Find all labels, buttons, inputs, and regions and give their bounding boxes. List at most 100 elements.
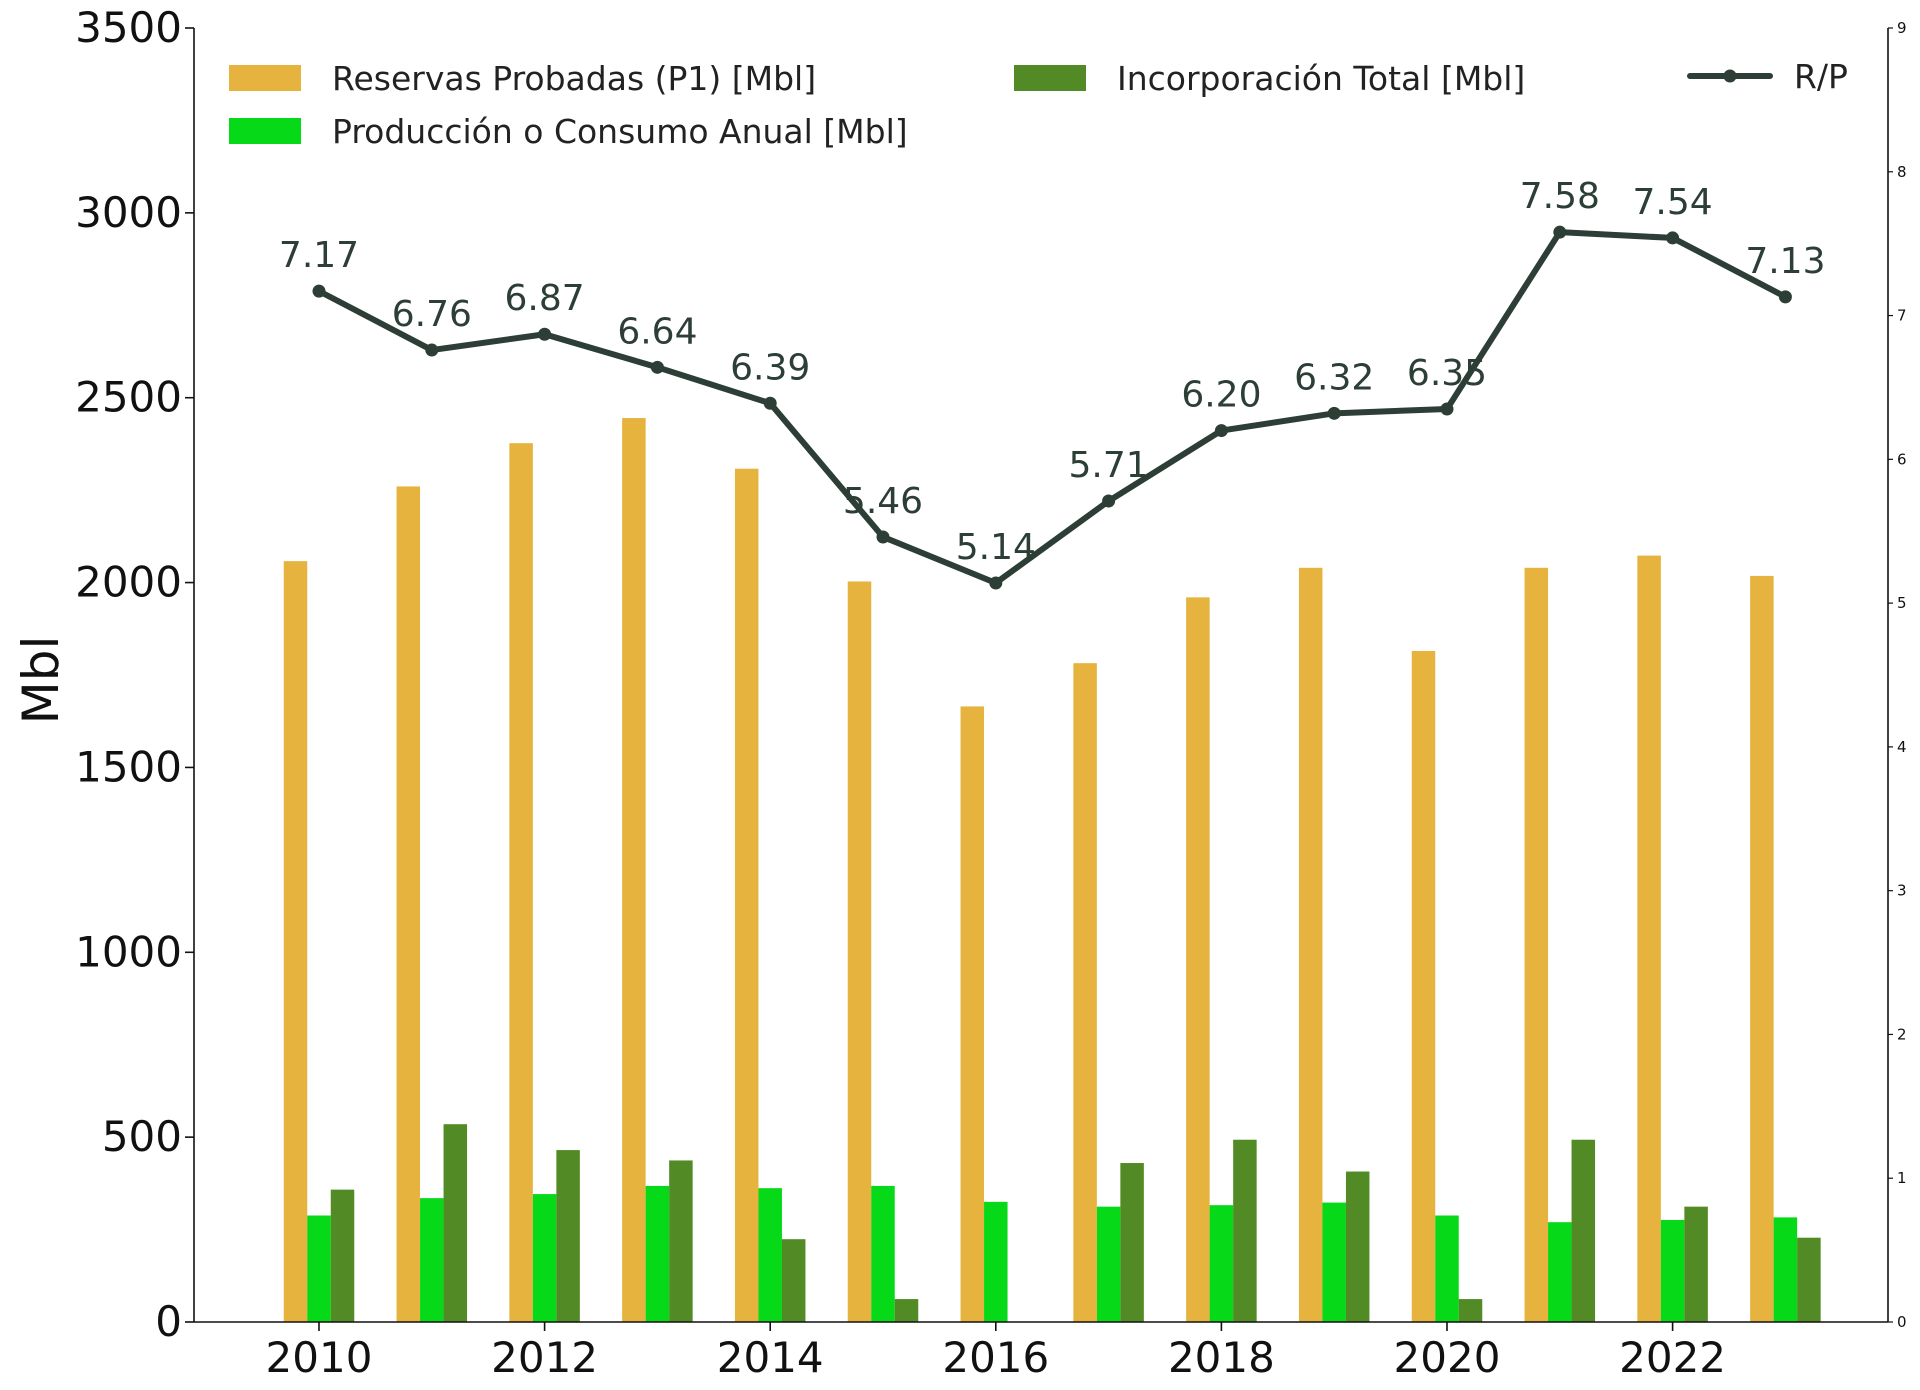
legend-swatch-1 bbox=[229, 118, 301, 144]
y-tick-label: 1500 bbox=[75, 742, 182, 791]
x-tick-label: 2018 bbox=[1168, 1333, 1275, 1382]
rp-point-2015 bbox=[876, 530, 890, 544]
bar-reservas-2017 bbox=[1073, 663, 1097, 1322]
bar-produccion-2013 bbox=[645, 1185, 670, 1322]
rp-point-2023 bbox=[1778, 290, 1792, 304]
y-tick-label: 2500 bbox=[75, 373, 182, 422]
rp-data-label-2020: 6.35 bbox=[1407, 353, 1487, 394]
bar-incorporacion-2019 bbox=[1345, 1171, 1370, 1322]
rp-line-layer: 7.17 6.76 6.87 6.64 6.39 5.46 5.14 5.71 6.20 6.32… bbox=[279, 176, 1825, 590]
y-tick-label: 3500 bbox=[75, 3, 182, 52]
bar-reservas-2023 bbox=[1750, 575, 1774, 1322]
bar-incorporacion-2018 bbox=[1233, 1139, 1257, 1322]
rp-data-label-2012: 6.87 bbox=[505, 278, 585, 319]
bar-reservas-2016 bbox=[960, 706, 985, 1322]
legend-swatch-0 bbox=[229, 65, 301, 91]
bar-produccion-2011 bbox=[420, 1198, 444, 1322]
bar-incorporacion-2011 bbox=[443, 1124, 468, 1322]
rp-data-label-2010: 7.17 bbox=[279, 235, 359, 276]
bar-incorporacion-2012 bbox=[556, 1150, 580, 1322]
rp-point-2011 bbox=[425, 343, 439, 357]
y2-tick-label: 0 bbox=[1897, 1313, 1907, 1331]
x-tick-label: 2012 bbox=[491, 1333, 598, 1382]
bar-produccion-2020 bbox=[1435, 1215, 1459, 1322]
bar-reservas-2015 bbox=[847, 581, 872, 1322]
bar-produccion-2023 bbox=[1773, 1217, 1798, 1322]
rp-line bbox=[316, 229, 1789, 586]
rp-point-2020 bbox=[1440, 402, 1454, 416]
bar-reservas-2022 bbox=[1637, 555, 1661, 1322]
bar-incorporacion-2021 bbox=[1571, 1139, 1596, 1322]
bar-produccion-2016 bbox=[984, 1201, 1008, 1322]
bar-produccion-2021 bbox=[1548, 1222, 1572, 1322]
x-tick-label: 2020 bbox=[1394, 1333, 1501, 1382]
bar-produccion-2015 bbox=[871, 1185, 895, 1322]
bar-produccion-2012 bbox=[532, 1194, 557, 1322]
y2-tick-label: 6 bbox=[1897, 450, 1907, 468]
rp-data-label-2018: 6.20 bbox=[1181, 375, 1261, 416]
rp-point-2014 bbox=[763, 396, 777, 410]
y-tick-label: 3000 bbox=[75, 188, 182, 237]
y-tick-label: 1000 bbox=[75, 927, 182, 976]
legend-label-0: Reservas Probadas (P1) [Mbl] bbox=[332, 59, 816, 98]
bar-reservas-2020 bbox=[1411, 650, 1436, 1322]
rp-point-2016 bbox=[989, 576, 1003, 590]
bar-produccion-2019 bbox=[1322, 1202, 1346, 1322]
rp-data-label-2021: 7.58 bbox=[1520, 176, 1600, 217]
bar-reservas-2018 bbox=[1186, 597, 1210, 1322]
legend-label-3: R/P bbox=[1794, 57, 1848, 96]
legend: Reservas Probadas (P1) [Mbl] Producción o… bbox=[229, 57, 1848, 151]
bar-incorporacion-2020 bbox=[1458, 1299, 1483, 1322]
rp-data-label-2023: 7.13 bbox=[1745, 241, 1825, 282]
bar-reservas-2014 bbox=[734, 468, 759, 1322]
axes-layer: 0 500 1000 1500 2000 2500 3000 3500 0 1 2 3 4 5 6 7 8 9 20… bbox=[75, 3, 1906, 1382]
bar-incorporacion-2023 bbox=[1797, 1237, 1821, 1322]
y-axis-label: Mbl bbox=[12, 636, 70, 725]
bar-reservas-2012 bbox=[509, 443, 533, 1322]
y2-tick-label: 3 bbox=[1897, 882, 1907, 900]
y2-tick-label: 9 bbox=[1897, 19, 1907, 37]
y2-tick-label: 2 bbox=[1897, 1025, 1907, 1043]
bar-incorporacion-2013 bbox=[669, 1160, 693, 1322]
x-tick-label: 2016 bbox=[942, 1333, 1049, 1382]
y2-tick-label: 8 bbox=[1897, 163, 1907, 181]
rp-point-2012 bbox=[538, 327, 552, 341]
bar-incorporacion-2022 bbox=[1684, 1206, 1708, 1322]
bar-reservas-2011 bbox=[396, 486, 421, 1323]
bar-produccion-2022 bbox=[1660, 1219, 1685, 1322]
y2-tick-label: 1 bbox=[1897, 1169, 1907, 1187]
legend-label-1: Producción o Consumo Anual [Mbl] bbox=[332, 112, 908, 151]
rp-point-2019 bbox=[1327, 406, 1341, 420]
rp-point-2013 bbox=[650, 360, 664, 374]
bar-produccion-2010 bbox=[307, 1215, 331, 1322]
bar-produccion-2018 bbox=[1209, 1205, 1234, 1322]
rp-data-label-2011: 6.76 bbox=[392, 294, 472, 335]
rp-point-2021 bbox=[1553, 225, 1567, 239]
bar-produccion-2017 bbox=[1096, 1206, 1121, 1322]
rp-data-label-2015: 5.46 bbox=[843, 481, 923, 522]
rp-data-label-2013: 6.64 bbox=[617, 311, 697, 352]
rp-data-label-2017: 5.71 bbox=[1069, 445, 1149, 486]
legend-swatch-2 bbox=[1014, 65, 1086, 91]
rp-point-2017 bbox=[1102, 494, 1116, 508]
legend-line-marker bbox=[1723, 69, 1737, 83]
rp-point-2018 bbox=[1214, 424, 1228, 438]
y2-tick-label: 5 bbox=[1897, 594, 1907, 612]
bar-incorporacion-2010 bbox=[330, 1189, 355, 1322]
bar-reservas-2021 bbox=[1524, 567, 1549, 1322]
bar-reservas-2013 bbox=[622, 418, 646, 1322]
rp-data-label-2014: 6.39 bbox=[730, 347, 810, 388]
bar-incorporacion-2014 bbox=[781, 1239, 806, 1322]
x-tick-label: 2022 bbox=[1619, 1333, 1726, 1382]
rp-data-label-2016: 5.14 bbox=[956, 527, 1036, 568]
x-tick-label: 2014 bbox=[717, 1333, 824, 1382]
rp-data-label-2019: 6.32 bbox=[1294, 357, 1374, 398]
rp-point-2022 bbox=[1666, 231, 1680, 245]
bar-incorporacion-2017 bbox=[1120, 1163, 1144, 1322]
bar-reservas-2010 bbox=[283, 561, 308, 1322]
y-tick-label: 2000 bbox=[75, 558, 182, 607]
bar-produccion-2014 bbox=[758, 1188, 782, 1322]
y-tick-label: 500 bbox=[102, 1112, 182, 1161]
x-tick-label: 2010 bbox=[266, 1333, 373, 1382]
